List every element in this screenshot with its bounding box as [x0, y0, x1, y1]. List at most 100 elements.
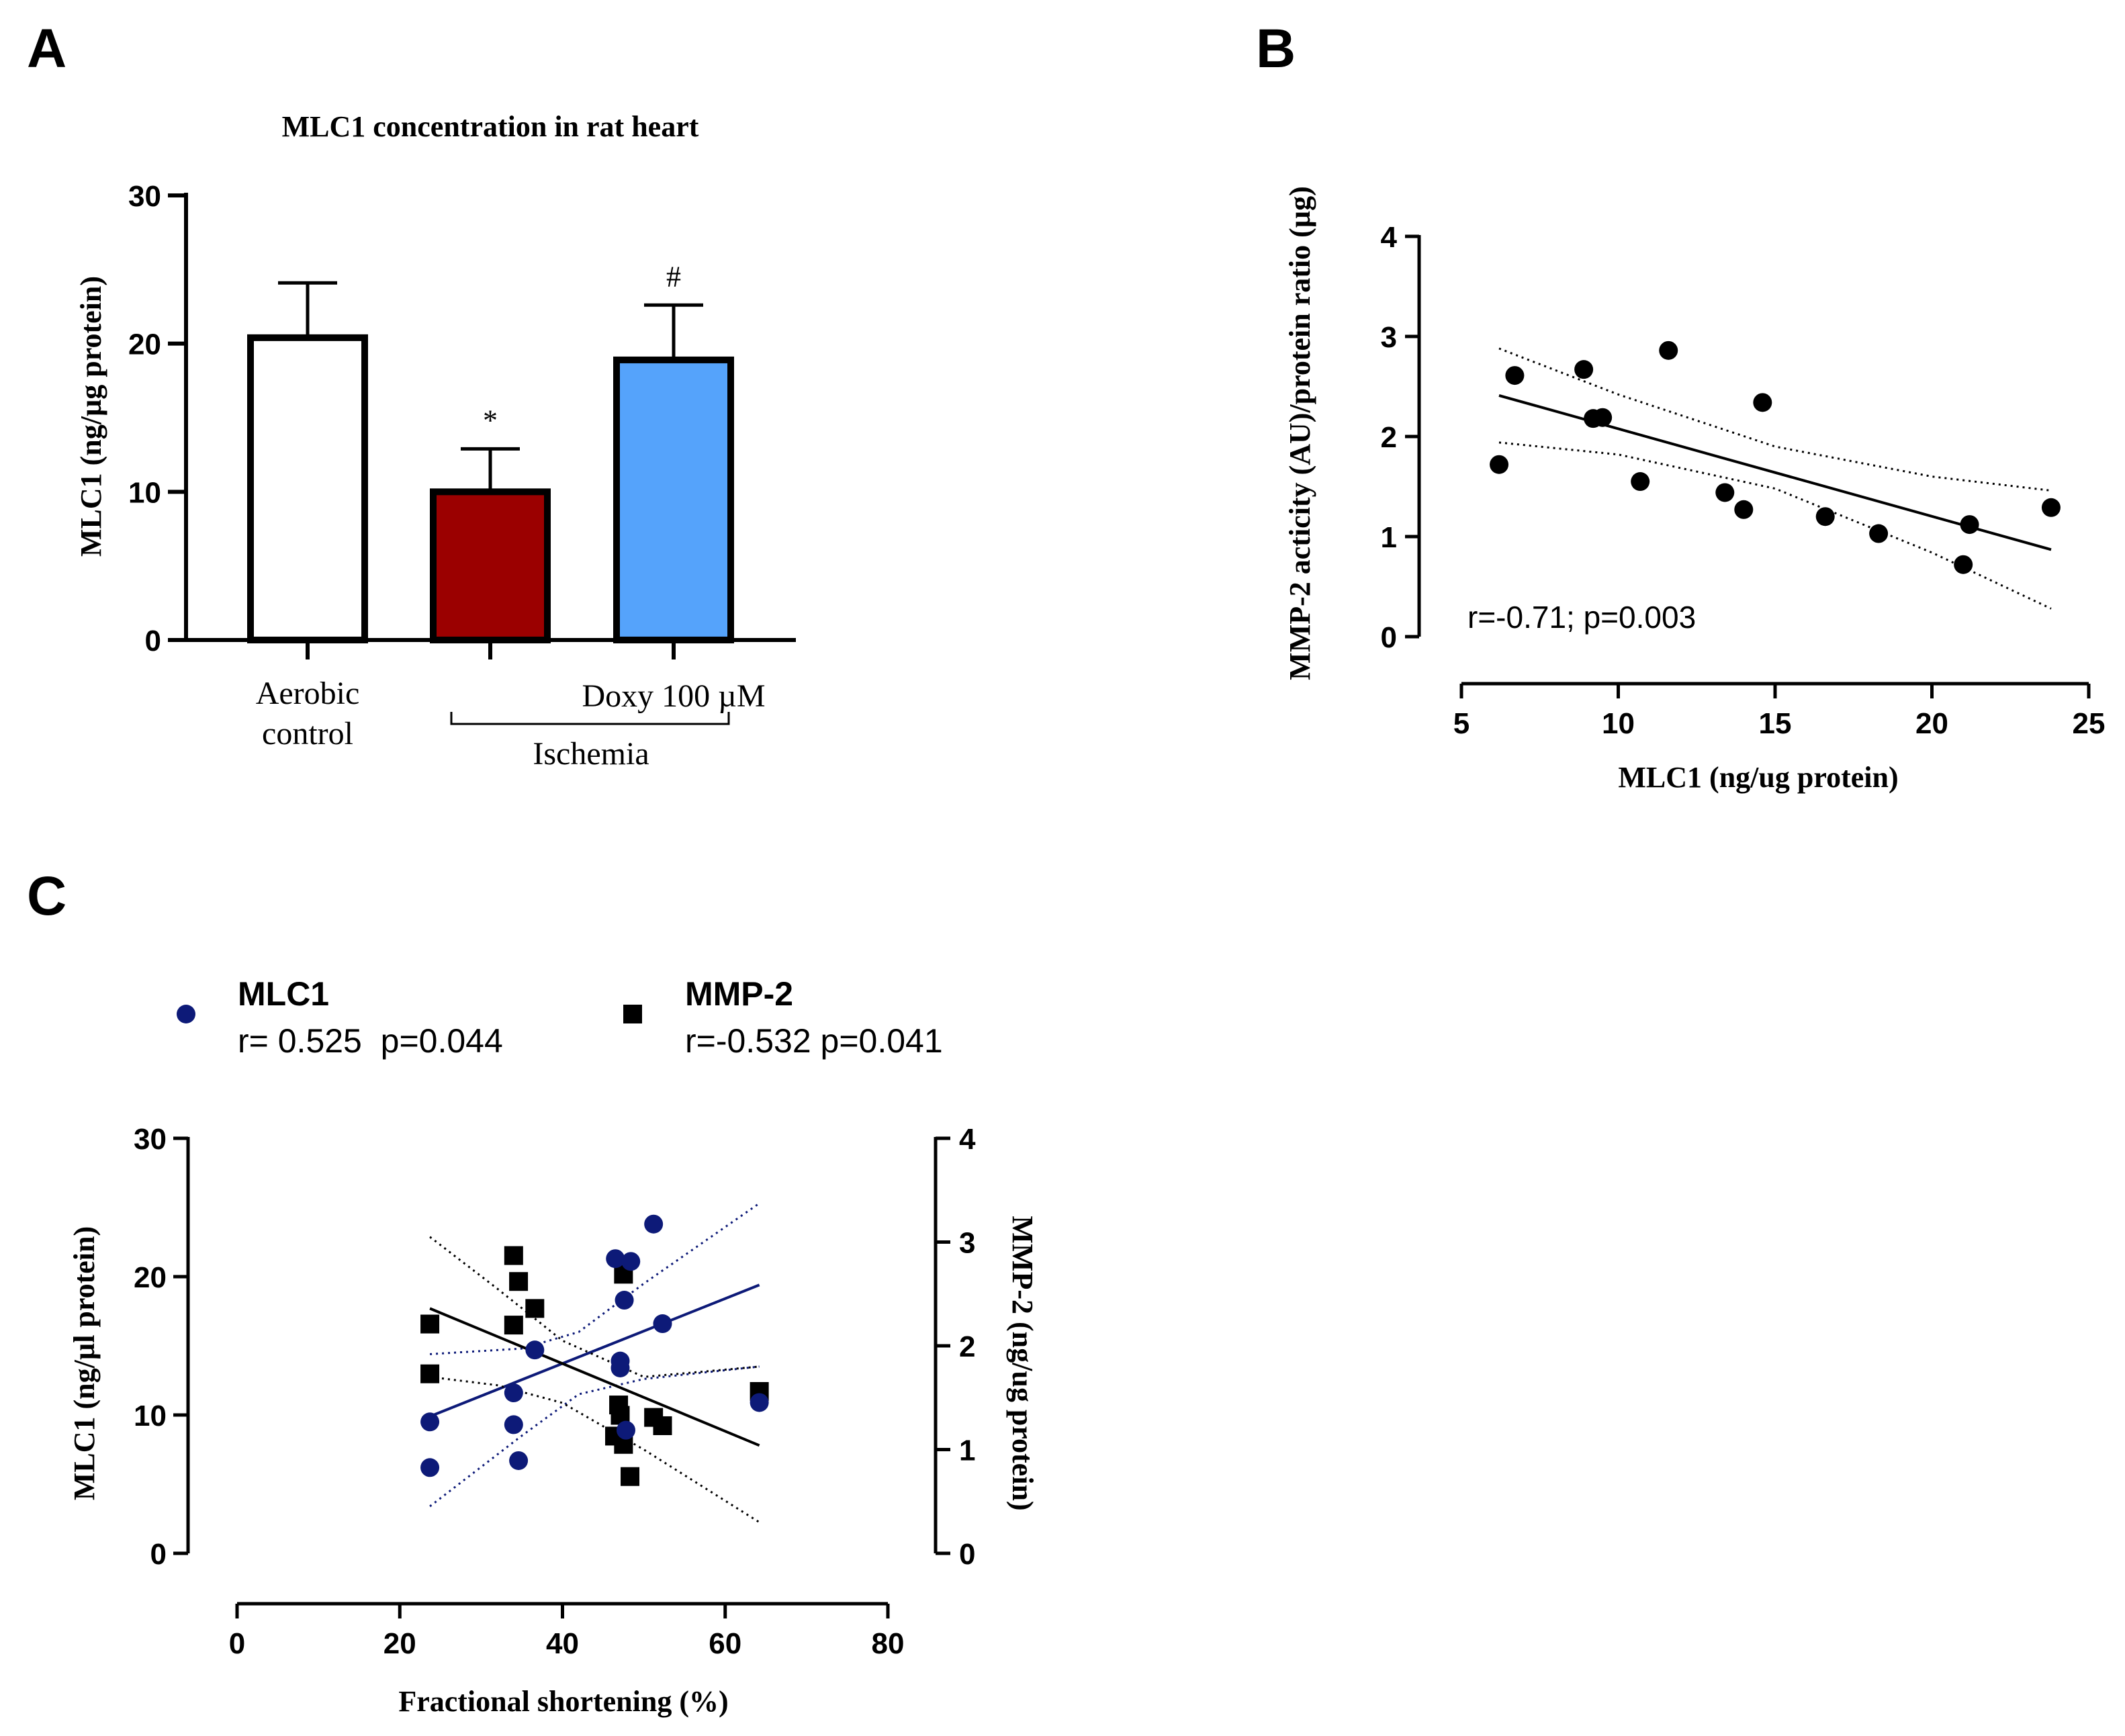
- panel-b-point: [1734, 500, 1754, 519]
- panel-c-y-tick-label-right: 0: [959, 1538, 975, 1571]
- panel-b: B MMP-2 acticity (AU)/protein ratio (µg)…: [1256, 18, 2105, 794]
- panel-c-mmp2-point: [525, 1299, 545, 1318]
- panel-b-ci-lower: [1498, 441, 2052, 610]
- panel-c-y-tick-label-left: 30: [134, 1123, 167, 1156]
- panel-c-mlc1-point: [653, 1314, 672, 1334]
- panel-c-mlc1-point: [616, 1420, 635, 1440]
- panel-a-title: MLC1 concentration in rat heart: [282, 110, 699, 143]
- panel-b-x-tick-label: 10: [1602, 707, 1635, 740]
- panel-a-bars: *#: [247, 260, 734, 643]
- panel-b-y-tick-label: 2: [1381, 421, 1397, 454]
- panel-c-mlc1-ci-lower: [429, 1365, 760, 1508]
- panel-c-mlc1-point: [606, 1249, 625, 1269]
- panel-c-y-tick-label-right: 2: [959, 1330, 975, 1363]
- panel-b-point: [1631, 472, 1650, 492]
- panel-b-correlation-annotation: r=-0.71; p=0.003: [1467, 600, 1696, 635]
- panel-c-y-tick-label-right: 3: [959, 1227, 975, 1260]
- panel-c-mlc1-point: [750, 1393, 769, 1412]
- panel-c-legend: MLC1 r= 0.525 p=0.044 MMP-2 r=-0.532 p=0…: [177, 975, 943, 1060]
- panel-c-mlc1-point: [611, 1358, 630, 1377]
- panel-c-y-tick-label-left: 0: [150, 1538, 167, 1571]
- panel-b-x-tick-label: 25: [2073, 707, 2106, 740]
- panel-c-x-axis-label: Fractional shortening (%): [398, 1685, 728, 1718]
- panel-b-y-tick-label: 3: [1381, 321, 1397, 354]
- panel-c-y-tick-label-left: 10: [134, 1400, 167, 1432]
- panel-c-mmp2-point: [621, 1467, 640, 1486]
- panel-b-point: [1954, 555, 1973, 574]
- panel-c-y-tick-label-right: 4: [959, 1123, 976, 1156]
- panel-a-y-tick-label: 20: [128, 328, 161, 361]
- panel-b-x-tick-label: 5: [1453, 707, 1470, 740]
- panel-a-significance-mark: *: [483, 404, 498, 437]
- panel-c-mlc1-regression-line: [429, 1283, 760, 1418]
- panel-c-mlc1-point: [420, 1458, 440, 1477]
- panel-c-y-axis-label-right: MMP-2 (ng/ug protein): [1006, 1216, 1039, 1510]
- panel-c-x-tick-label: 80: [872, 1627, 905, 1660]
- panel-c-mlc1-point: [644, 1214, 664, 1234]
- legend-mlc1-stats: r= 0.525 p=0.044: [238, 1022, 503, 1060]
- panel-b-ci-upper: [1498, 347, 2052, 492]
- panel-b-letter: B: [1256, 18, 1296, 79]
- panel-b-point: [1659, 340, 1678, 360]
- panel-c-x-tick-label: 40: [546, 1627, 579, 1660]
- legend-mlc1-name: MLC1: [238, 975, 329, 1013]
- panel-b-point: [1960, 515, 1979, 535]
- panel-c-mmp2-point: [504, 1246, 523, 1265]
- panel-c-x-tick-label: 0: [229, 1627, 245, 1660]
- panel-c-mlc1-point: [615, 1291, 634, 1310]
- panel-a-x-label-doxy: Doxy 100 µM: [582, 678, 766, 714]
- panel-a-y-tick-label: 30: [128, 180, 161, 213]
- panel-a-bar: [430, 488, 551, 643]
- panel-c-x-tick-label: 20: [383, 1627, 416, 1660]
- legend-mmp2-name: MMP-2: [685, 975, 793, 1013]
- panel-c-letter: C: [27, 866, 66, 927]
- panel-b-point: [1815, 507, 1835, 527]
- panel-c-mmp2-point: [504, 1316, 523, 1335]
- panel-c-mlc1-point: [504, 1383, 523, 1403]
- panel-c-mmp2-regression-line: [429, 1307, 760, 1447]
- panel-a-y-axis-label: MLC1 (ng/µg protein): [75, 276, 107, 557]
- panel-b-point: [1505, 366, 1525, 385]
- panel-c-mmp2-point: [509, 1272, 529, 1291]
- panel-b-point: [1490, 455, 1509, 474]
- panel-c-mlc1-point: [420, 1412, 440, 1432]
- panel-a-bar: [247, 334, 368, 643]
- panel-a-ischemia-bracket: [450, 712, 730, 725]
- panel-c-mlc1-point: [621, 1252, 641, 1271]
- panel-c-mlc1-point: [509, 1451, 529, 1470]
- panel-b-x-tick-label: 15: [1759, 707, 1792, 740]
- panel-b-point: [1715, 483, 1735, 502]
- panel-a-x-label-ischemia-group: Ischemia: [533, 736, 649, 772]
- panel-b-x-tick-label: 20: [1915, 707, 1948, 740]
- legend-mmp2-marker: [623, 1005, 642, 1023]
- panel-a-y-tick-label: 10: [128, 476, 161, 509]
- panel-b-points: [1490, 340, 2061, 574]
- panel-c-mlc1-ci-upper: [430, 1202, 760, 1355]
- panel-a-y-tick-label: 0: [145, 625, 161, 657]
- panel-a-bar: [613, 356, 734, 643]
- panel-b-y-tick-label: 1: [1381, 521, 1397, 554]
- panel-b-point: [1593, 408, 1613, 427]
- panel-c-mmp2-ci-lower: [429, 1375, 760, 1523]
- panel-b-y-axis-label: MMP-2 acticity (AU)/protein ratio (µg): [1283, 186, 1316, 680]
- panel-b-point: [2041, 498, 2061, 517]
- panel-c-y-axis-label-left: MLC1 (ng/µl protein): [68, 1226, 101, 1500]
- panel-b-x-axis-label: MLC1 (ng/ug protein): [1618, 761, 1898, 794]
- panel-c-y-tick-label-right: 1: [959, 1434, 975, 1467]
- panel-b-ticks: 0 1 2 3 4 5 10 15 20 25: [1381, 221, 2106, 740]
- panel-a-y-ticks: 0 10 20 30: [128, 180, 186, 657]
- panel-a-x-label-aerobic-line1: Aerobic: [256, 676, 360, 711]
- panel-c-x-tick-label: 60: [709, 1627, 741, 1660]
- panel-c-mlc1-point: [504, 1415, 523, 1434]
- panel-b-y-tick-label: 4: [1381, 221, 1398, 254]
- panel-b-point: [1753, 393, 1772, 412]
- panel-c-mlc1-point: [525, 1340, 545, 1360]
- panel-a: A MLC1 concentration in rat heart MLC1 (…: [27, 18, 796, 772]
- panel-c-mmp2-point: [653, 1416, 672, 1435]
- legend-mmp2-stats: r=-0.532 p=0.041: [685, 1022, 943, 1060]
- panel-c-y-tick-label-left: 20: [134, 1261, 167, 1294]
- panel-c: C MLC1 r= 0.525 p=0.044 MMP-2 r=-0.532 p…: [27, 866, 1039, 1718]
- panel-c-points: [420, 1214, 769, 1486]
